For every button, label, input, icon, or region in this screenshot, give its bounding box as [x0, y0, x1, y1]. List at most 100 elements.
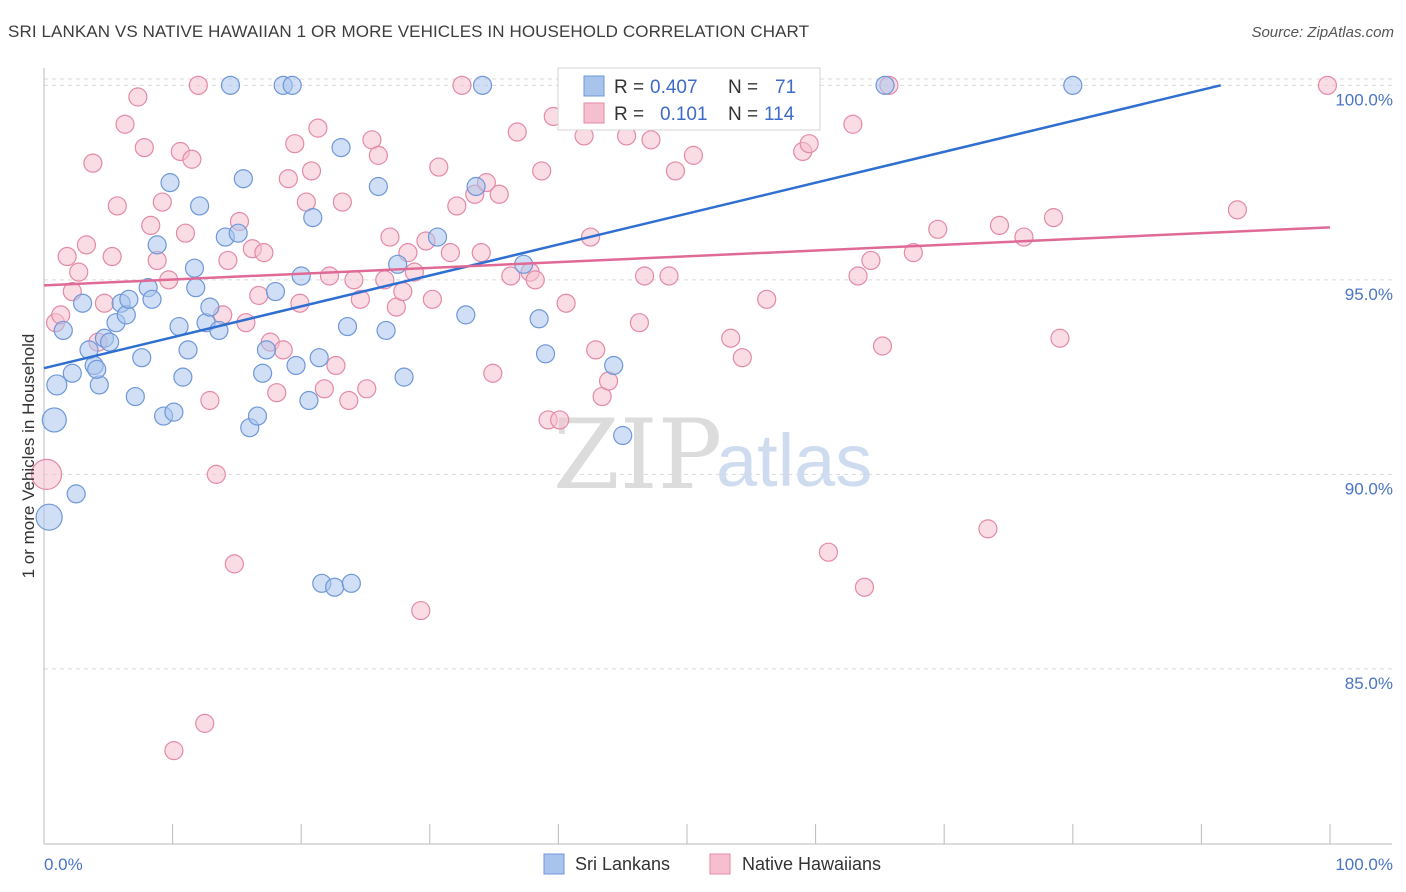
native-hawaiians-point	[339, 390, 359, 411]
sri-lankans-point	[604, 355, 624, 376]
sri-lankans-point	[303, 208, 323, 228]
native-hawaiians-point	[872, 336, 893, 356]
native-hawaiians-point	[69, 262, 89, 282]
y-tick-label: 90.0%	[1345, 479, 1393, 498]
y-tick-labels: 85.0% 90.0% 95.0% 100.0%	[1335, 90, 1393, 693]
native-hawaiians-point	[285, 134, 305, 154]
native-hawaiians-point	[843, 114, 863, 134]
native-hawaiians-point	[848, 266, 868, 286]
axes	[43, 68, 1392, 845]
sri-lankans-point	[66, 484, 86, 504]
sri-lankans-point	[173, 367, 193, 387]
sri-lankans-point	[35, 503, 63, 531]
sri-lankans-point	[132, 348, 152, 368]
native-hawaiians-point	[1317, 75, 1338, 95]
native-hawaiians-point	[393, 281, 413, 302]
native-hawaiians-point	[757, 289, 777, 309]
sri-lankans-point	[286, 355, 306, 376]
sri-lankans-point	[160, 173, 180, 193]
legend-swatch-native-hawaiians	[583, 102, 605, 124]
native-hawaiians-point	[182, 149, 202, 169]
series-swatch-sri-lankans	[543, 853, 565, 875]
sri-lankans-point	[164, 402, 184, 422]
correlation-legend: R = 0.407 N = 71 R = 0.101 N = 114	[557, 67, 821, 131]
native-hawaiians-point	[634, 266, 655, 286]
series-legend: Sri Lankans Native Hawaiians	[543, 853, 881, 875]
sri-lankans-point	[256, 340, 277, 360]
native-hawaiians-point	[903, 243, 923, 263]
sri-lankans-point	[1063, 75, 1083, 95]
native-hawaiians-point	[989, 215, 1010, 236]
legend-r-label: R =	[614, 104, 644, 125]
sri-lankans-point	[41, 407, 67, 433]
native-hawaiians-point	[319, 266, 340, 286]
native-hawaiians-point	[218, 250, 238, 271]
legend-r-value: 0.407	[650, 77, 698, 98]
native-hawaiians-point	[641, 130, 661, 150]
sri-lankans-point	[125, 386, 145, 407]
native-hawaiians-point	[532, 161, 552, 181]
native-hawaiians-point	[206, 464, 226, 484]
x-tick-label: 0.0%	[44, 855, 83, 874]
sri-lankans-point	[147, 235, 167, 255]
native-hawaiians-point	[380, 227, 400, 247]
legend-n-label: N =	[728, 104, 758, 125]
native-hawaiians-point	[489, 184, 509, 204]
native-hawaiians-point	[326, 355, 346, 376]
sri-lankans-trendline	[43, 84, 1221, 370]
native-hawaiians-point	[107, 196, 127, 216]
sri-lankans-point	[394, 367, 414, 387]
gridlines	[44, 78, 1392, 670]
x-tick-labels: 0.0% 100.0%	[44, 855, 1393, 874]
native-hawaiians-point	[102, 246, 122, 267]
native-hawaiians-point	[447, 196, 467, 216]
legend-r-value: 0.101	[660, 104, 708, 125]
native-hawaiians-point	[818, 542, 839, 562]
sri-lankans-point	[376, 320, 396, 341]
native-hawaiians-point	[200, 390, 220, 411]
native-hawaiians-point	[350, 289, 370, 309]
native-hawaiians-point	[556, 293, 576, 313]
native-hawaiians-point	[1050, 328, 1070, 348]
sri-lankans-point	[613, 425, 633, 446]
native-hawaiians-point	[507, 122, 527, 142]
sri-lankans-point	[200, 297, 220, 317]
sri-lankans-point	[72, 293, 93, 313]
native-hawaiians-point	[115, 114, 135, 134]
native-hawaiians-point	[94, 293, 115, 313]
sri-lankans-point	[87, 359, 107, 379]
native-hawaiians-point	[1014, 227, 1034, 247]
sri-lankans-point	[529, 309, 549, 329]
sri-lankans-point	[233, 169, 253, 189]
sri-lankans-point	[331, 137, 351, 158]
legend-n-value: 114	[764, 104, 795, 125]
native-hawaiians-point	[721, 328, 741, 348]
sri-lankans-point	[253, 363, 273, 383]
sri-lankans-point	[265, 281, 286, 302]
sri-lankans-point	[62, 363, 82, 383]
sri-lankans-point	[299, 390, 319, 411]
native-hawaiians-point	[411, 600, 431, 621]
native-hawaiians-point	[440, 243, 460, 263]
y-tick-label: 85.0%	[1345, 674, 1393, 693]
sri-lankans-point	[427, 227, 448, 247]
native-hawaiians-point	[314, 379, 334, 399]
series-swatch-native-hawaiians	[709, 853, 731, 875]
native-hawaiians-point	[550, 410, 570, 430]
sri-lankans-point	[282, 75, 302, 95]
native-hawaiians-point	[629, 313, 650, 333]
native-hawaiians-point	[854, 577, 875, 597]
native-hawaiians-point	[665, 161, 686, 181]
native-hawaiians-point	[273, 340, 293, 360]
sri-lankans-point	[309, 348, 329, 368]
sri-lankans-point	[190, 196, 210, 216]
native-hawaiians-point	[290, 293, 310, 313]
native-hawaiians-point	[51, 305, 71, 325]
sri-lankans-point	[116, 305, 136, 325]
native-hawaiians-point	[683, 145, 704, 165]
sri-lankans-point	[341, 573, 361, 593]
native-hawaiians-point	[267, 383, 287, 403]
sri-lankans-point	[368, 176, 388, 197]
watermark: ZIP atlas	[553, 399, 872, 511]
native-hawaiians-point	[134, 137, 154, 158]
